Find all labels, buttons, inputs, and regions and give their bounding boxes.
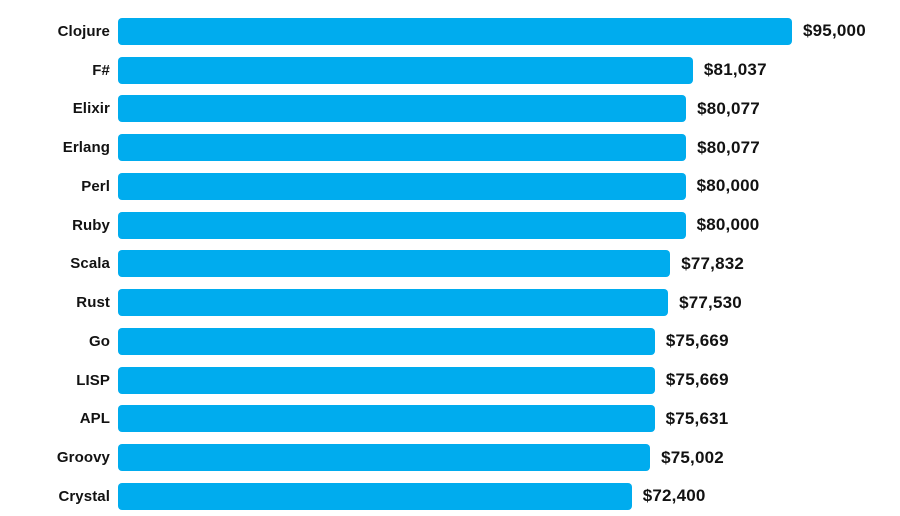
category-label: LISP bbox=[76, 371, 110, 389]
chart-row: Rust $77,530 bbox=[0, 283, 900, 322]
chart-row: Go $75,669 bbox=[0, 322, 900, 361]
bar bbox=[118, 366, 655, 394]
chart-row: Ruby $80,000 bbox=[0, 206, 900, 245]
value-label: $75,669 bbox=[665, 370, 729, 390]
value-label: $81,037 bbox=[703, 60, 767, 80]
value-label: $75,669 bbox=[665, 331, 729, 351]
category-label: F# bbox=[92, 61, 110, 79]
category-label: Elixir bbox=[72, 100, 110, 118]
bar bbox=[118, 56, 693, 84]
chart-row: Perl $80,000 bbox=[0, 167, 900, 206]
chart-row: APL $75,631 bbox=[0, 400, 900, 439]
bar bbox=[118, 444, 651, 472]
category-label: Rust bbox=[76, 294, 110, 312]
chart-row: F# $81,037 bbox=[0, 51, 900, 90]
chart-row: Scala $77,832 bbox=[0, 245, 900, 284]
value-label: $80,000 bbox=[696, 215, 760, 235]
value-label: $80,077 bbox=[697, 98, 760, 118]
bar bbox=[118, 482, 632, 510]
bar bbox=[118, 250, 671, 278]
bar bbox=[118, 405, 655, 433]
chart-row: Clojure $95,000 bbox=[0, 12, 900, 51]
bar bbox=[118, 172, 686, 200]
category-label: Groovy bbox=[56, 449, 110, 467]
category-label: Go bbox=[88, 332, 110, 350]
value-label: $80,000 bbox=[696, 176, 760, 196]
bar bbox=[118, 95, 687, 123]
chart-row: Groovy $75,002 bbox=[0, 438, 900, 477]
chart-row: LISP $75,669 bbox=[0, 361, 900, 400]
value-label: $80,077 bbox=[697, 137, 760, 157]
value-label: $77,832 bbox=[681, 253, 745, 273]
chart-row: Erlang $80,077 bbox=[0, 128, 900, 167]
bar bbox=[118, 134, 687, 162]
category-label: Scala bbox=[70, 255, 110, 273]
category-label: Erlang bbox=[62, 139, 110, 157]
bar bbox=[118, 17, 792, 45]
category-label: Perl bbox=[81, 177, 110, 195]
chart-row: Crystal $72,400 bbox=[0, 477, 900, 516]
bar bbox=[118, 327, 655, 355]
category-label: APL bbox=[79, 410, 110, 428]
value-label: $95,000 bbox=[803, 21, 866, 41]
value-label: $75,002 bbox=[661, 447, 724, 467]
bar bbox=[118, 289, 669, 317]
category-label: Crystal bbox=[58, 487, 110, 505]
chart-row: Elixir $80,077 bbox=[0, 90, 900, 129]
category-label: Ruby bbox=[72, 216, 110, 234]
category-label: Clojure bbox=[57, 22, 110, 40]
value-label: $75,631 bbox=[665, 408, 729, 428]
bar bbox=[118, 211, 686, 239]
value-label: $72,400 bbox=[642, 486, 706, 506]
value-label: $77,530 bbox=[679, 292, 742, 312]
